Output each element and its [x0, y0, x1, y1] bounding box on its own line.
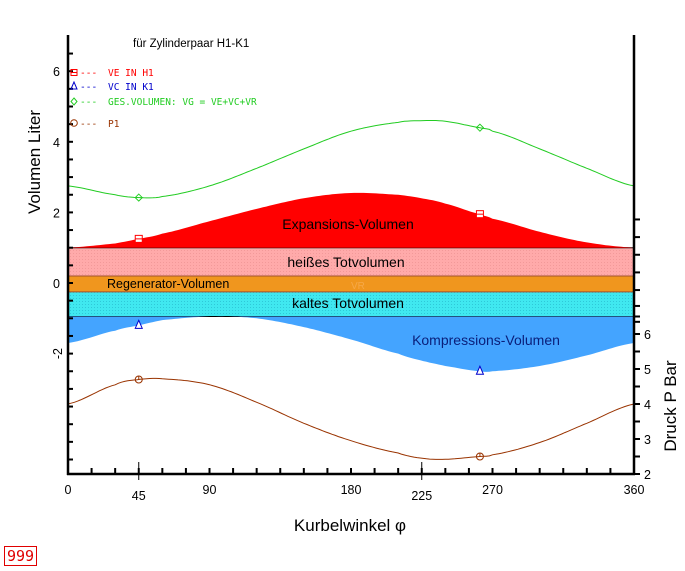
axes-layer: 6 4 2 0 -2 6 5 4 3 2 0 45 90 180 225 270 360 — [51, 35, 651, 503]
x-axis-label: Kurbelwinkel φ — [294, 516, 406, 535]
y-right-tick-label: 4 — [644, 398, 651, 412]
chart-title: für Zylinderpaar H1-K1 — [133, 38, 249, 50]
diamond-marker — [134, 193, 143, 202]
band-label-hot-dead-volume: heißes Totvolumen — [287, 254, 404, 270]
legend-item-ve: --- VE IN H1 — [70, 68, 154, 79]
band-label-vr: VR — [351, 281, 365, 292]
legend-item-vc: --- VC IN K1 — [70, 80, 154, 93]
diamond-marker — [475, 123, 485, 132]
legend-prefix: --- — [80, 119, 97, 130]
legend-label-p1: P1 — [108, 119, 120, 130]
legend-item-vg: --- GES.VOLUMEN: VG = VE+VC+VR — [70, 97, 257, 108]
band-label-cold-dead-volume: kaltes Totvolumen — [292, 295, 404, 311]
x-tick-label: 180 — [341, 483, 362, 497]
x-tick-label: 90 — [203, 483, 217, 497]
y-right-tick-label: 5 — [644, 363, 651, 377]
band-texture-0 — [68, 247, 634, 276]
legend-label-ve: VE IN H1 — [108, 68, 154, 79]
x-tick-label: 270 — [482, 483, 503, 497]
legend-prefix: --- — [80, 97, 97, 108]
area-label-compression: Kompressions-Volumen — [412, 332, 560, 348]
y-right-axis-label: Druck P Bar — [661, 360, 680, 452]
markers-layer — [134, 123, 485, 461]
triangle-marker — [134, 319, 144, 329]
band-label-regenerator: Regenerator-Volumen — [107, 277, 229, 291]
y-left-axis-label: Volumen Liter — [25, 110, 44, 214]
y-right-tick-label: 2 — [644, 468, 651, 482]
legend-label-vc: VC IN K1 — [108, 82, 154, 93]
lines-layer — [67, 120, 635, 460]
x-tick-label: 360 — [624, 483, 645, 497]
legend: --- VE IN H1 --- VC IN K1 --- GES.VOLUME… — [70, 68, 257, 130]
areas-layer — [68, 192, 634, 372]
series-line-3 — [67, 377, 635, 460]
error-code-badge: 999 — [4, 546, 38, 566]
band-1 — [68, 275, 634, 292]
area-label-expansion: Expansions-Volumen — [282, 216, 414, 232]
area-1 — [68, 316, 634, 372]
y-right-tick-label: 3 — [644, 433, 651, 447]
area-0 — [68, 192, 634, 248]
circle-marker-icon — [70, 119, 78, 127]
x-tick-label: 45 — [132, 489, 146, 503]
legend-item-p1: --- P1 — [70, 119, 120, 130]
series-line-2 — [67, 120, 635, 199]
y-left-tick-label: 0 — [53, 277, 60, 291]
legend-prefix: --- — [80, 68, 97, 79]
triangle-marker — [475, 365, 485, 375]
y-right-tick-label: 6 — [644, 328, 651, 342]
legend-label-vg: GES.VOLUMEN: VG = VE+VC+VR — [108, 97, 257, 108]
legend-prefix: --- — [80, 82, 97, 93]
x-tick-label: 0 — [65, 483, 72, 497]
diamond-marker-icon — [70, 97, 78, 106]
y-left-tick-label: 2 — [53, 206, 60, 220]
y-left-tick-label: 4 — [53, 136, 60, 150]
x-tick-label: 225 — [411, 489, 432, 503]
triangle-marker-icon — [70, 80, 78, 90]
y-left-tick-label: 6 — [53, 65, 60, 79]
band-texture-2 — [68, 291, 634, 317]
y-left-tick-label: -2 — [51, 348, 65, 359]
